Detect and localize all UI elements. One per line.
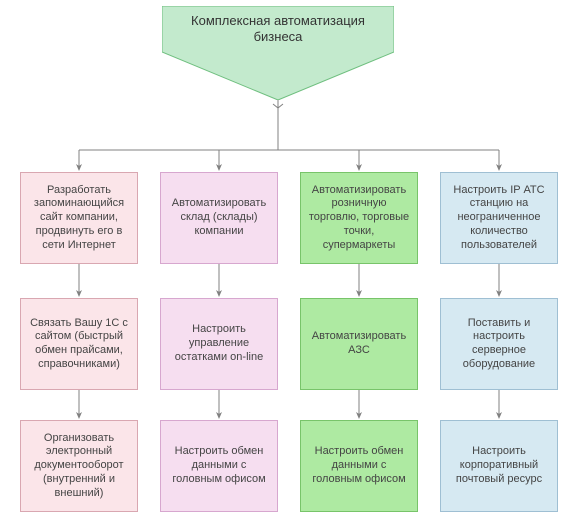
flow-node-label: Автоматизировать розничную торговлю, тор… — [307, 184, 411, 253]
flow-node-label: Настроить обмен данными с головным офисо… — [307, 445, 411, 486]
flow-node-label: Организовать электронный документооборот… — [27, 432, 131, 501]
root-node-label: Комплексная автоматизация бизнеса — [170, 13, 386, 46]
flow-node: Организовать электронный документооборот… — [20, 420, 138, 512]
flow-node: Автоматизировать розничную торговлю, тор… — [300, 172, 418, 264]
flow-node: Автоматизировать АЗС — [300, 298, 418, 390]
root-node: Комплексная автоматизация бизнеса — [162, 6, 394, 52]
flow-node: Настроить IP АТС станцию на неограниченн… — [440, 172, 558, 264]
flow-node-label: Поставить и настроить серверное оборудов… — [447, 317, 551, 372]
flow-node: Связать Вашу 1С с сайтом (быстрый обмен … — [20, 298, 138, 390]
flow-node-label: Автоматизировать АЗС — [307, 330, 411, 358]
flow-node-label: Настроить обмен данными с головным офисо… — [167, 445, 271, 486]
flow-node: Поставить и настроить серверное оборудов… — [440, 298, 558, 390]
flow-node: Настроить обмен данными с головным офисо… — [300, 420, 418, 512]
flow-node-label: Настроить корпоративный почтовый ресурс — [447, 445, 551, 486]
flow-node: Настроить корпоративный почтовый ресурс — [440, 420, 558, 512]
flow-node: Настроить управление остатками on-line — [160, 298, 278, 390]
flow-node-label: Разработать запоминающийся сайт компании… — [27, 184, 131, 253]
flow-node-label: Автоматизировать склад (склады) компании — [167, 197, 271, 238]
flow-node-label: Связать Вашу 1С с сайтом (быстрый обмен … — [27, 317, 131, 372]
flow-node: Автоматизировать склад (склады) компании — [160, 172, 278, 264]
flow-node-label: Настроить управление остатками on-line — [167, 323, 271, 364]
flow-node: Разработать запоминающийся сайт компании… — [20, 172, 138, 264]
flow-node-label: Настроить IP АТС станцию на неограниченн… — [447, 184, 551, 253]
flow-node: Настроить обмен данными с головным офисо… — [160, 420, 278, 512]
